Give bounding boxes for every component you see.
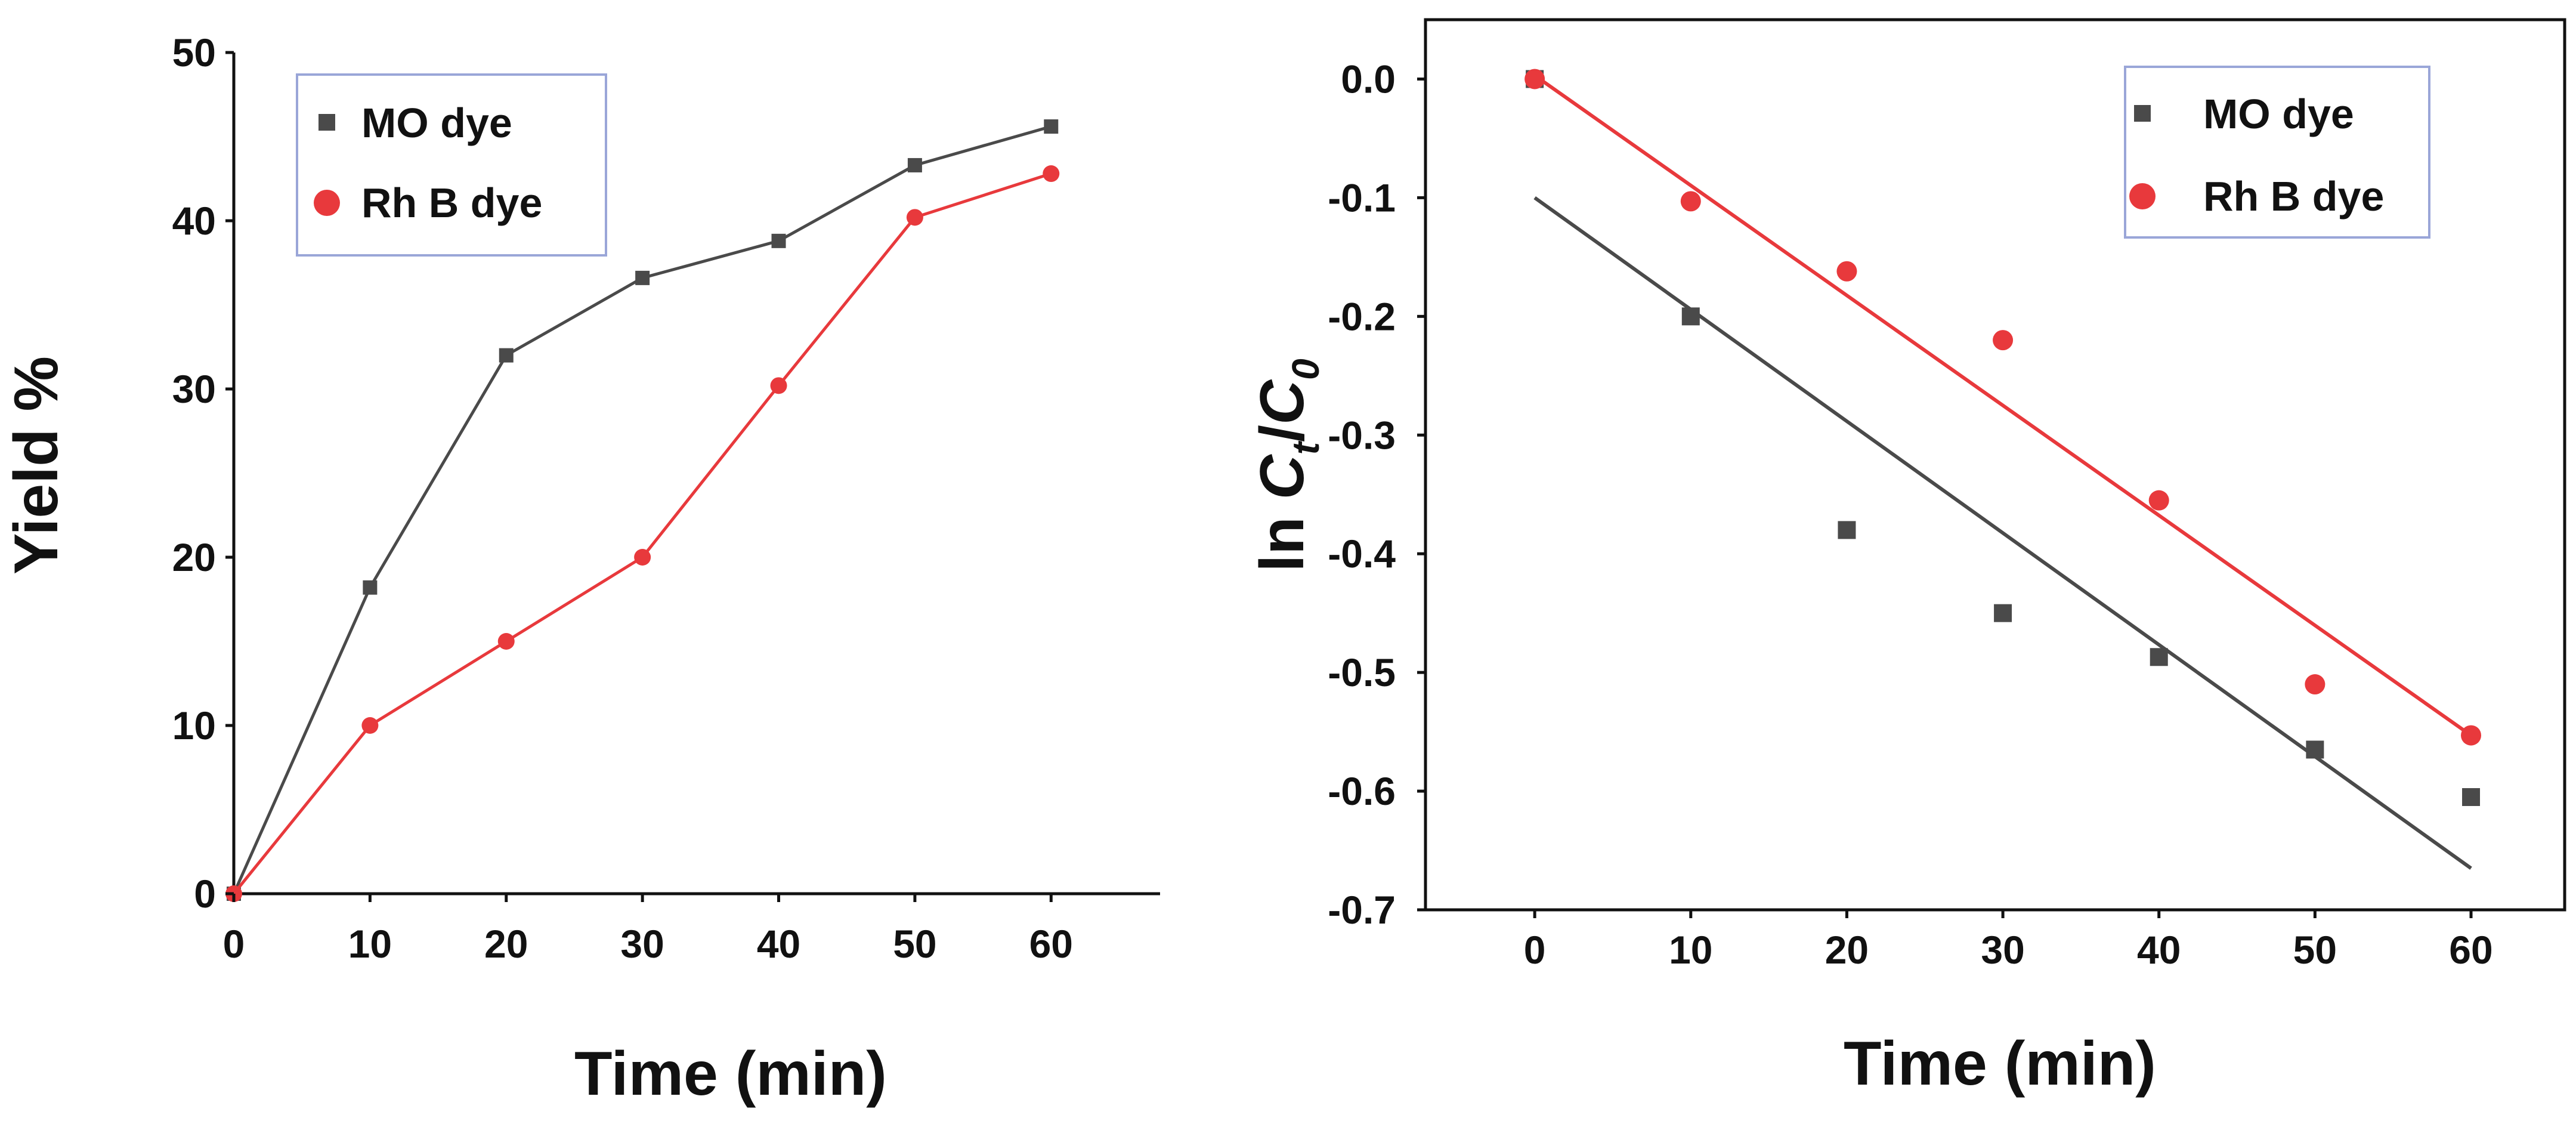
y-tick-label-20: 20	[172, 535, 216, 579]
yield-chart: 0 10 20 30 40 50 0 10 20 30 40 50 60 Yield % Time (m…	[2, 30, 1160, 1108]
data-point-rh-b-dye-10	[1680, 191, 1701, 212]
yield-y-axis-title: Yield %	[2, 356, 71, 575]
y-tick-label-0: 0	[194, 872, 216, 916]
data-point-mo-dye-60	[2462, 788, 2481, 807]
x-tick-label-10: 10	[1669, 928, 1712, 972]
yield-x-axis-title: Time (min)	[574, 1039, 887, 1108]
legend-label-rh-b-dye: Rh B dye	[2203, 173, 2384, 220]
yield-tick-labels: 0 10 20 30 40 50 0 10 20 30 40 50 60	[172, 30, 1073, 966]
kinetics-ylabel-slash: /	[1248, 425, 1317, 442]
data-point-mo-dye-10	[363, 580, 378, 595]
y-tick-label-0-0: 0.0	[1341, 57, 1396, 101]
data-point-rh-b-dye-60	[2461, 725, 2482, 746]
yield-legend-box	[296, 73, 607, 257]
data-point-rh-b-dye-40	[2148, 490, 2169, 511]
data-point-mo-dye-50	[2306, 740, 2324, 759]
plot-frame	[1424, 18, 2566, 912]
legend-marker-rh-b-dye	[2129, 183, 2156, 209]
x-tick-label-10: 10	[348, 922, 392, 966]
yield-plot-area	[225, 53, 1160, 902]
x-tick-label-60: 60	[2449, 928, 2492, 972]
kinetics-ylabel-c2: C	[1248, 379, 1317, 425]
x-tick-label-40: 40	[2137, 928, 2181, 972]
series-rh-b-dye	[225, 165, 1060, 902]
y-tick-label-0-6: -0.6	[1328, 769, 1396, 813]
kinetics-y-axis-title: ln Ct/C0	[1248, 359, 1327, 572]
kinetics-x-axis-title: Time (min)	[1844, 1029, 2156, 1098]
y-tick-label-0-7: -0.7	[1328, 888, 1396, 932]
y-tick-label-0-2: -0.2	[1328, 294, 1396, 338]
x-tick-label-20: 20	[1825, 928, 1869, 972]
y-tick-label-10: 10	[172, 703, 216, 748]
kinetics-legend-box	[2124, 66, 2430, 239]
data-point-mo-dye-50	[907, 158, 922, 172]
y-tick-label-0-5: -0.5	[1328, 650, 1396, 694]
kinetics-tick-labels: 0.0 -0.1 -0.2 -0.3 -0.4 -0.5 -0.6 -0.7 0 10 20 30 40…	[1328, 57, 2492, 972]
data-point-rh-b-dye-40	[770, 377, 787, 394]
data-point-mo-dye-40	[2150, 648, 2168, 666]
x-tick-label-40: 40	[757, 922, 800, 966]
legend-marker-rh-b-dye	[314, 190, 340, 216]
kinetics-chart: 0.0 -0.1 -0.2 -0.3 -0.4 -0.5 -0.6 -0.7 0 10 20 30 40…	[1248, 18, 2566, 1098]
data-point-mo-dye-20	[499, 348, 514, 363]
x-tick-label-30: 30	[1981, 928, 2024, 972]
data-point-rh-b-dye-20	[1836, 261, 1857, 282]
fit-line-mo-dye	[1533, 196, 2472, 870]
data-point-rh-b-dye-60	[1043, 165, 1060, 183]
data-point-mo-dye-40	[771, 233, 786, 248]
x-tick-label-60: 60	[1029, 922, 1073, 966]
data-point-rh-b-dye-30	[1993, 330, 2014, 351]
legend-label-mo-dye: MO dye	[2203, 91, 2354, 137]
fit-line-rh-b-dye	[1533, 74, 2472, 737]
y-tick-label-40: 40	[172, 199, 216, 243]
x-tick-label-50: 50	[893, 922, 936, 966]
series-rh-b-dye	[1524, 69, 2482, 746]
legend-label-mo-dye: MO dye	[361, 100, 512, 146]
data-point-mo-dye-30	[1994, 604, 2012, 622]
legend-marker-mo-dye	[2134, 105, 2151, 122]
data-point-mo-dye-10	[1681, 307, 1700, 326]
data-point-rh-b-dye-20	[497, 633, 515, 650]
data-point-mo-dye-20	[1838, 521, 1856, 539]
x-tick-label-20: 20	[484, 922, 528, 966]
x-tick-label-0: 0	[223, 922, 245, 966]
legend-marker-mo-dye	[318, 114, 335, 131]
kinetics-ylabel-sub-t: t	[1284, 440, 1327, 455]
data-point-rh-b-dye-30	[634, 549, 651, 566]
data-point-rh-b-dye-10	[361, 717, 379, 734]
y-tick-label-0-4: -0.4	[1328, 532, 1396, 576]
x-tick-label-30: 30	[620, 922, 664, 966]
yield-legend: MO dye Rh B dye	[296, 73, 607, 257]
legend-label-rh-b-dye: Rh B dye	[361, 180, 542, 226]
kinetics-ylabel-sub-0: 0	[1284, 359, 1327, 380]
kinetics-plot-area	[1424, 18, 2566, 912]
y-tick-label-30: 30	[172, 367, 216, 411]
kinetics-ylabel-c1: C	[1248, 453, 1317, 499]
x-tick-label-0: 0	[1524, 928, 1546, 972]
kinetics-legend: MO dye Rh B dye	[2124, 66, 2430, 239]
kinetics-ylabel-prefix: ln	[1248, 499, 1317, 572]
y-tick-label-50: 50	[172, 30, 216, 75]
x-tick-label-50: 50	[2293, 928, 2337, 972]
y-tick-label-0-1: -0.1	[1328, 175, 1396, 220]
data-point-mo-dye-30	[635, 270, 650, 285]
data-point-mo-dye-60	[1044, 119, 1059, 134]
y-tick-label-0-3: -0.3	[1328, 413, 1396, 457]
data-point-rh-b-dye-50	[2305, 674, 2325, 695]
data-point-rh-b-dye-50	[906, 209, 923, 226]
data-point-rh-b-dye-0	[1524, 69, 1545, 89]
